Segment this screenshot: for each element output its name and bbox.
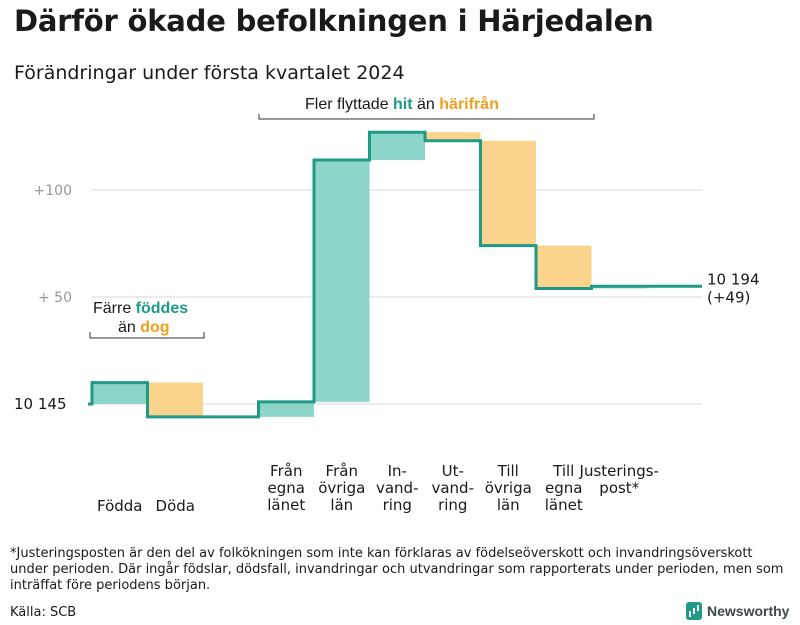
annotation-line-3: Fler flyttade hit än härifrån [305,95,499,113]
category-label: Ut- [442,462,464,480]
end-change-label: (+49) [707,288,750,306]
category-label: Justerings- [579,462,659,480]
newsworthy-icon [686,602,702,620]
chart-title: Därför ökade befolkningen i Härjedalen [14,4,654,38]
brand-name: Newsworthy [707,603,790,619]
category-label: länet [545,496,583,514]
annotation-line-1: Färre föddes [93,300,188,317]
annotation-text: Färre [93,300,136,317]
category-label: egna [545,479,582,497]
category-label: In- [388,462,407,480]
cumulative-step-line [88,130,702,419]
annotation-natural: Färre föddes än dog [89,300,205,339]
annotation-bracket-migration [258,114,595,120]
annotation-bracket-natural [89,332,205,339]
end-value-label: 10 194 [707,270,760,288]
footnote: *Justeringsposten är den del av folkökni… [10,546,784,593]
annotation-highlight-hit: hit [393,96,413,113]
category-label: län [497,496,520,514]
bar-8 [480,140,536,246]
category-label: ring [383,496,412,514]
annotation-text: än [118,319,140,336]
category-label: Från [326,462,358,480]
annotation-line-2: än dog [118,319,170,336]
category-label: övriga [485,479,532,497]
bar-7 [425,132,481,141]
category-label: vand- [376,479,419,497]
category-label: länet [267,496,305,514]
category-label: vand- [431,479,474,497]
category-label: Födda [97,497,143,515]
bar-6 [369,132,425,161]
bar-4 [258,401,314,417]
category-label: Från [270,462,302,480]
source-label: Källa: SCB [10,605,77,620]
category-label: post* [599,479,639,497]
annotation-migration: Fler flyttade hit än härifrån [258,95,595,120]
brand-logo[interactable]: Newsworthy [686,602,789,620]
category-label: Till [552,462,574,480]
chart-subtitle: Förändringar under första kvartalet 2024 [14,62,405,84]
bar-9 [536,245,592,289]
y-tick-label: +100 [34,183,72,199]
category-label: övriga [318,479,365,497]
bar-5 [314,160,370,402]
bar-1 [92,382,148,404]
annotation-highlight-harifran: härifrån [439,95,499,113]
category-label: Döda [156,497,195,515]
annotation-text: än [413,96,440,113]
annotation-highlight-doda: dog [140,319,169,336]
y-tick-label: + 50 [38,290,72,306]
bars-group [92,132,647,417]
start-value-label: 10 145 [14,395,67,413]
annotation-highlight-fodda: föddes [136,300,189,317]
annotation-text: Fler flyttade [305,96,393,113]
category-label: Till [497,462,519,480]
category-label: län [330,496,353,514]
category-label: egna [268,479,305,497]
category-label: ring [438,496,467,514]
bar-2 [147,382,203,417]
